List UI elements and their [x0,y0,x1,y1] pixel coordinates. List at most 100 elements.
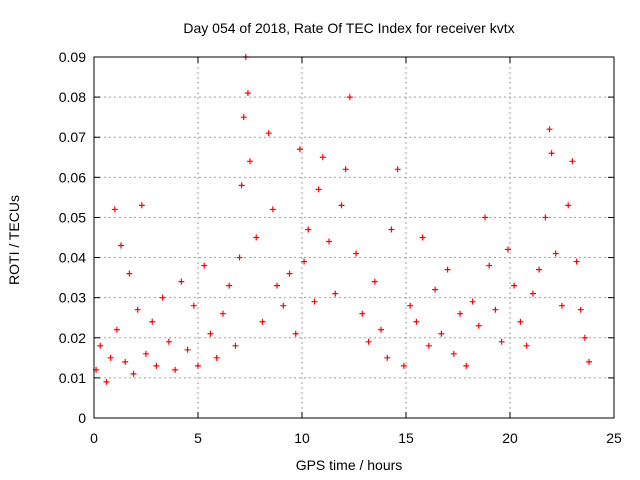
data-point [425,342,432,349]
data-point [338,202,345,209]
data-point [219,310,226,317]
data-point [118,242,125,249]
y-tick-label: 0.03 [59,290,86,306]
data-point [159,294,166,301]
data-point [475,322,482,329]
data-point [296,146,303,153]
data-point [565,202,572,209]
data-points [93,54,593,385]
data-point [342,166,349,173]
data-point [384,354,391,361]
data-point [482,214,489,221]
grid-lines [94,57,614,418]
data-point [247,158,253,165]
x-tick-label: 10 [294,430,310,446]
x-tick-label: 5 [194,430,202,446]
data-point [286,270,293,277]
data-point [353,250,360,257]
data-point [529,290,536,297]
data-point [292,330,299,337]
data-point [536,266,543,273]
y-tick-label: 0.06 [59,169,86,185]
data-point [122,358,129,365]
data-point [97,342,104,349]
data-point [103,378,110,385]
data-point [265,130,272,137]
data-point [400,362,407,369]
data-point [138,202,145,209]
data-point [498,338,505,345]
data-point [511,282,518,289]
y-tick-label: 0.01 [59,370,86,386]
data-point [586,358,593,365]
data-point [523,342,530,349]
data-point [259,318,266,325]
data-point [419,234,426,241]
data-point [201,262,208,269]
data-point [207,330,214,337]
data-point [301,258,308,265]
data-point [569,158,576,165]
data-point [236,254,243,261]
data-point [432,286,439,293]
data-point [559,302,565,309]
data-point [542,214,549,221]
axis-ticks [93,56,615,419]
data-point [111,206,118,213]
data-point [492,306,499,313]
x-tick-label: 25 [606,430,622,446]
data-point [134,306,141,313]
data-point [184,346,191,353]
data-point [548,150,555,157]
data-point [332,290,339,297]
data-point [581,334,588,341]
data-point [504,246,511,253]
x-tick-label: 20 [502,430,518,446]
data-point [165,338,172,345]
data-point [274,282,281,289]
data-point [413,318,420,325]
data-point [457,310,464,317]
data-point [269,206,276,213]
data-point [407,302,414,309]
data-point [444,266,451,273]
data-point [195,362,201,369]
data-point [486,262,493,269]
chart-title: Day 054 of 2018, Rate Of TEC Index for r… [183,20,514,36]
data-point [130,370,137,377]
data-point [517,318,524,325]
data-point [326,238,333,245]
data-point [126,270,133,277]
data-point [438,330,445,337]
y-tick-label: 0.04 [59,250,86,266]
tick-labels: 0 0.01 0.02 0.03 0.04 0.05 0.06 0.07 0.08 0.09 0 5 1… [59,49,622,446]
y-tick-label: 0.07 [59,129,86,145]
data-point [232,342,239,349]
y-axis-label: ROTI / TECUs [6,195,22,285]
x-tick-label: 0 [90,430,98,446]
data-point [365,338,372,345]
data-point [573,258,580,265]
data-point [240,114,247,121]
plot-frame [93,56,615,419]
data-point [450,350,457,357]
data-point [463,362,470,369]
data-point [107,354,114,361]
data-point [469,298,476,305]
data-point [213,354,220,361]
data-point [378,326,385,333]
data-point [577,306,584,313]
data-point [143,350,149,357]
data-point [190,302,197,309]
data-point [305,226,312,233]
data-point [371,278,378,285]
data-point [552,250,559,257]
data-point [244,90,251,97]
data-point [172,366,179,373]
data-point [346,94,353,101]
x-axis-label: GPS time / hours [296,457,403,473]
data-point [153,362,160,369]
data-point [178,278,185,285]
x-tick-label: 15 [398,430,414,446]
